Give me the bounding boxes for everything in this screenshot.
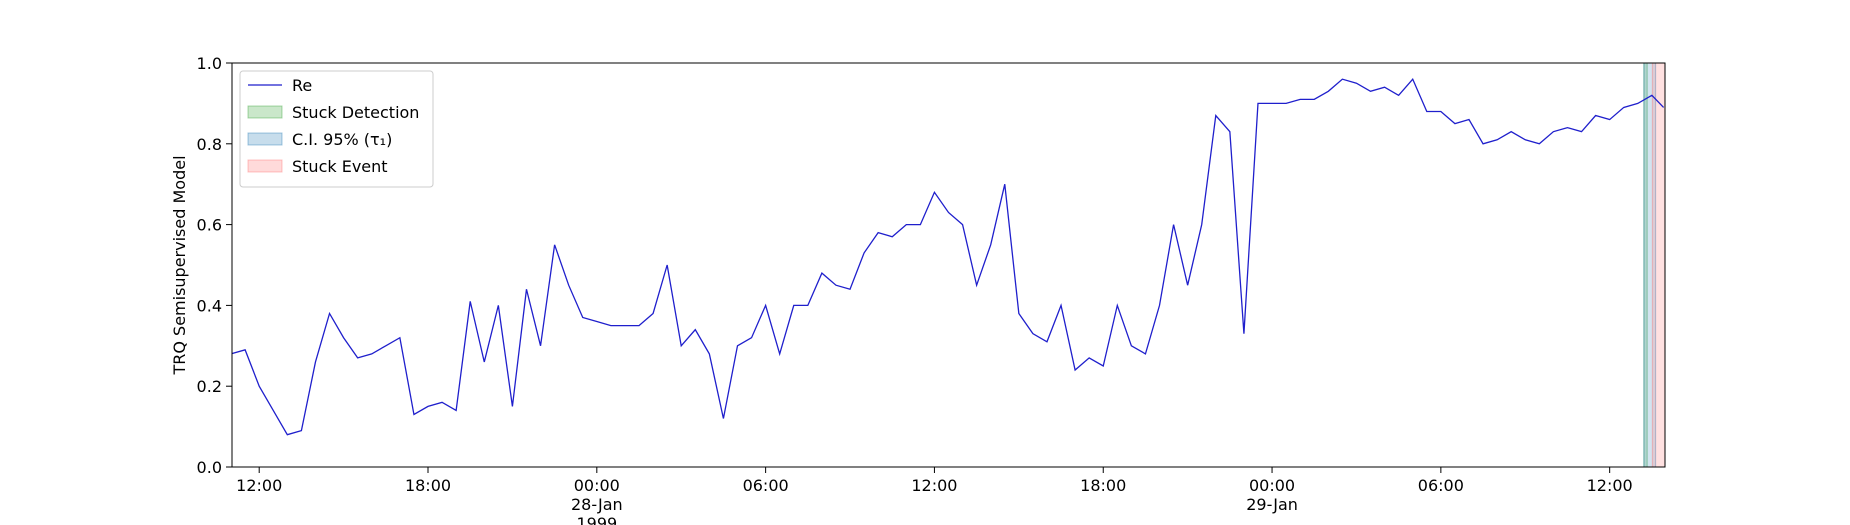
y-tick-label: 0.6 — [197, 216, 222, 235]
legend-swatch — [247, 132, 283, 146]
x-tick-label: 06:00 — [1418, 476, 1464, 495]
x-tick-label: 00:00 29-Jan — [1246, 476, 1298, 514]
x-tick-label: 18:00 — [1080, 476, 1126, 495]
x-tick-label: 06:00 — [743, 476, 789, 495]
y-tick-label: 1.0 — [197, 54, 222, 73]
legend-box — [239, 70, 434, 188]
plot-frame — [231, 62, 1666, 468]
y-tick-label: 0.8 — [197, 135, 222, 154]
legend-label: Stuck Event — [292, 157, 388, 176]
y-axis-label: TRQ Semisupervised Model — [170, 155, 189, 375]
x-tick-label: 12:00 — [1587, 476, 1633, 495]
x-tick-label: 12:00 — [236, 476, 282, 495]
y-tick-label: 0.2 — [197, 377, 222, 396]
legend-label: C.I. 95% (τ₁) — [292, 130, 392, 149]
y-tick-label: 0.0 — [197, 458, 222, 477]
x-tick-label: 00:00 28-Jan 1999 — [571, 476, 623, 525]
series-line — [232, 77, 1665, 436]
legend-label: Stuck Detection — [292, 103, 419, 122]
legend-label: Re — [292, 76, 312, 95]
span — [1643, 63, 1657, 467]
y-tick-label: 0.4 — [197, 296, 222, 315]
legend-swatch — [247, 105, 283, 119]
x-tick-label: 12:00 — [911, 476, 957, 495]
x-tick-label: 18:00 — [405, 476, 451, 495]
legend-swatch — [247, 159, 283, 173]
span — [1651, 63, 1665, 467]
span — [1643, 63, 1648, 467]
